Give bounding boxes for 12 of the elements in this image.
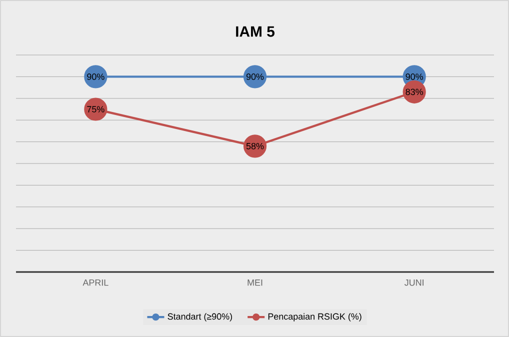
data-label: 58% [246, 142, 264, 150]
data-label: 90% [246, 74, 264, 80]
legend-label: Pencapaian RSIGK (%) [268, 313, 362, 322]
data-label: 75% [87, 106, 104, 112]
data-label: 90% [406, 74, 423, 80]
chart-title: IAM 5 [236, 26, 274, 37]
x-tick-label: APRIL [82, 280, 108, 286]
x-tick-label: JUNI [404, 280, 424, 286]
data-label: 90% [87, 74, 104, 80]
data-label: 83% [406, 88, 423, 96]
x-tick-label: MEI [248, 280, 262, 286]
legend-label: Standart (≥90%) [168, 313, 232, 322]
